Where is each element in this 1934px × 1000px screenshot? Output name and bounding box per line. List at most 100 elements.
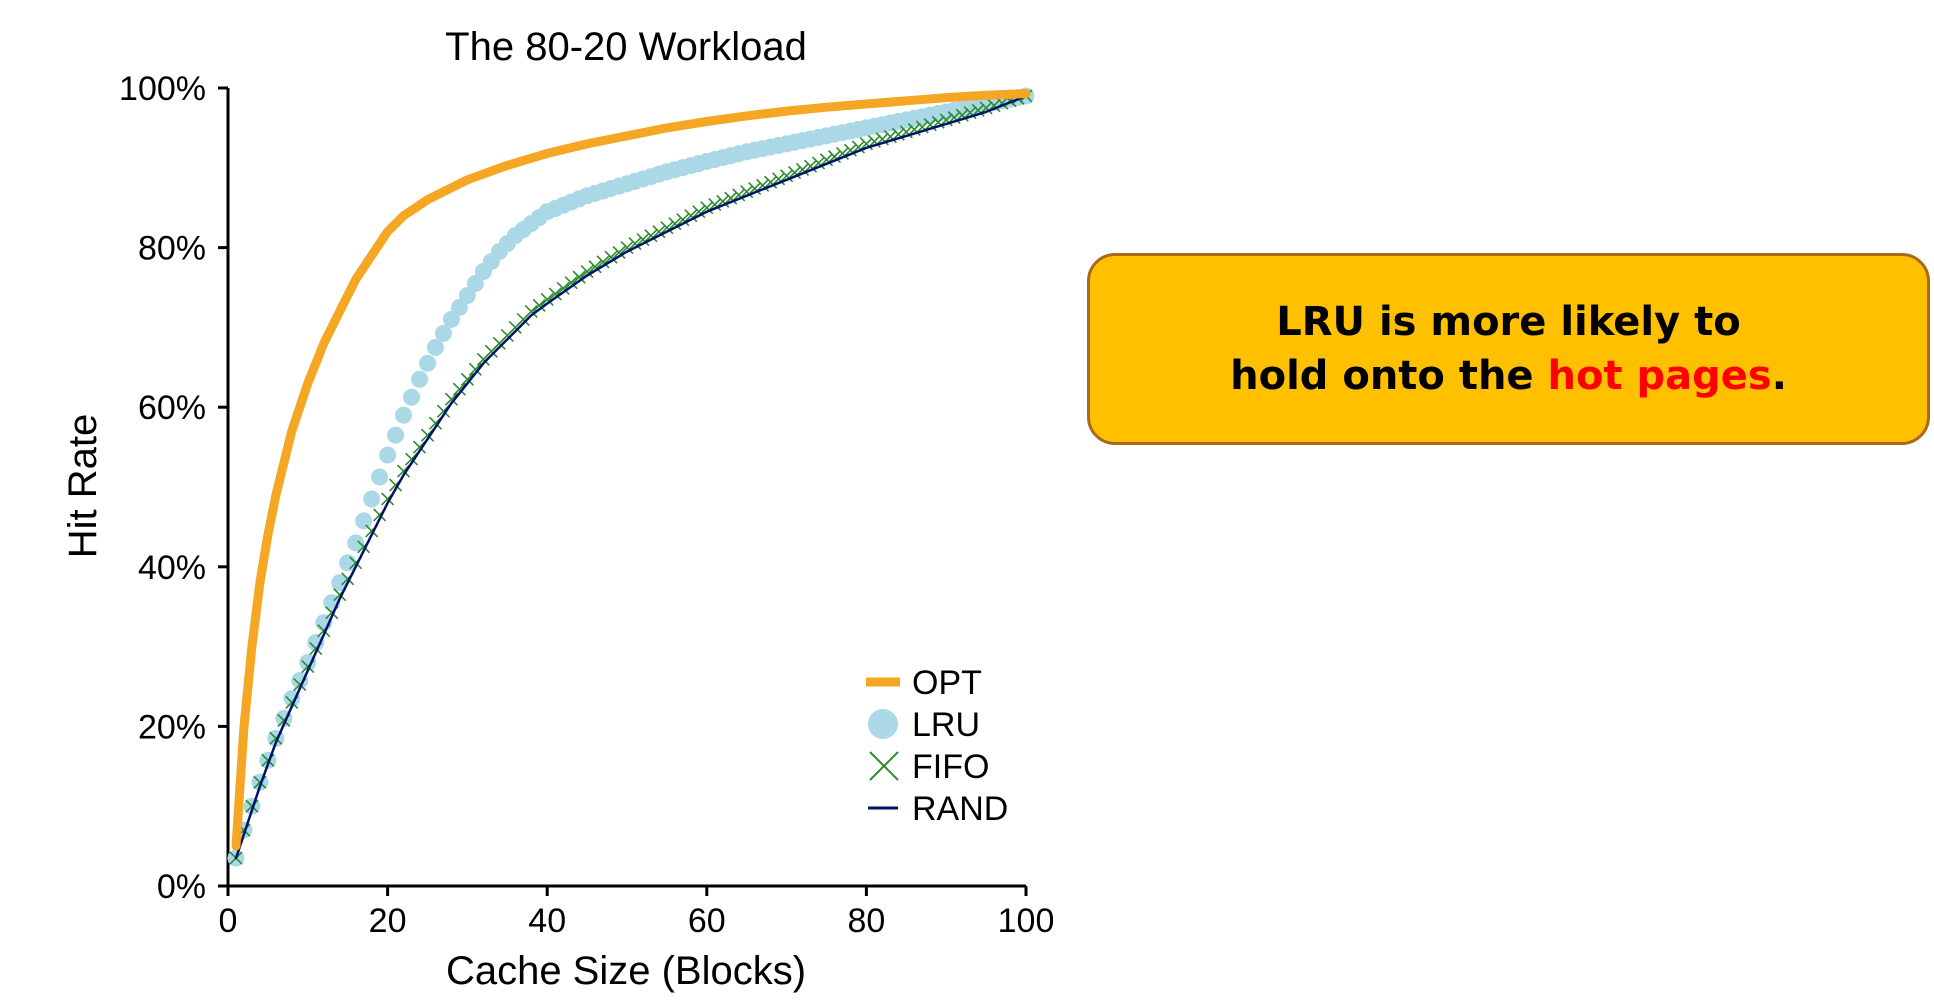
lru-point	[395, 406, 413, 424]
chart-title: The 80-20 Workload	[445, 25, 807, 69]
axes: 0% 20% 40% 60% 80% 100% 0 20 40 60 80 100	[119, 70, 1054, 940]
fifo-point	[788, 166, 802, 180]
fifo-point	[716, 194, 730, 208]
fifo-point	[572, 270, 586, 284]
series-opt	[231, 89, 1031, 851]
fifo-point	[652, 225, 666, 239]
fifo-point	[748, 181, 762, 196]
y-tick-label: 40%	[138, 549, 206, 587]
y-tick-label: 60%	[138, 389, 206, 427]
series-rand	[234, 94, 1028, 860]
legend-label: OPT	[912, 664, 982, 702]
fifo-point	[620, 241, 634, 255]
fifo-point	[556, 281, 570, 295]
callout-box: LRU is more likely to hold onto the hot …	[1087, 253, 1930, 445]
legend-label: RAND	[912, 790, 1008, 828]
legend-item-lru: LRU	[868, 706, 980, 744]
x-tick-label: 0	[219, 902, 238, 940]
legend-item-opt: OPT	[866, 664, 982, 702]
x-tick-label: 20	[369, 902, 407, 940]
fifo-point	[644, 229, 658, 243]
fifo-point	[684, 209, 698, 223]
fifo-point	[452, 382, 466, 396]
series-lru	[227, 87, 1035, 867]
lru-point	[379, 446, 397, 464]
fifo-point	[676, 213, 690, 227]
fifo-point	[692, 205, 706, 219]
x-tick-label: 60	[688, 902, 726, 940]
series-line-opt	[231, 89, 1031, 851]
legend: OPT LRU FIFO RAND	[866, 664, 1008, 828]
lru-point	[355, 512, 373, 530]
data-series	[227, 87, 1035, 867]
fifo-point	[245, 799, 259, 813]
fifo-point	[811, 156, 826, 170]
legend-swatch	[869, 751, 899, 781]
fifo-point	[540, 292, 554, 307]
y-tick-label: 0%	[157, 868, 206, 906]
lru-point	[331, 574, 349, 592]
fifo-point	[843, 143, 858, 157]
fifo-point	[532, 298, 546, 313]
fifo-point	[764, 175, 778, 189]
lru-point	[442, 310, 460, 328]
lru-point	[371, 468, 389, 486]
fifo-point	[596, 255, 610, 269]
lru-point	[434, 324, 452, 342]
fifo-point	[780, 169, 794, 183]
fifo-point	[827, 150, 842, 164]
x-tick-label: 100	[998, 902, 1055, 940]
x-tick-label: 80	[847, 902, 885, 940]
x-tick-label: 40	[528, 902, 566, 940]
callout-line-2: hold onto the hot pages.	[1230, 349, 1787, 403]
callout-line-2-suffix: .	[1771, 353, 1787, 399]
fifo-point	[588, 260, 602, 274]
lru-point	[363, 490, 381, 508]
lru-point	[450, 298, 468, 316]
fifo-point	[772, 172, 786, 186]
fifo-point	[803, 159, 818, 173]
callout-line-1: LRU is more likely to	[1276, 299, 1741, 345]
lru-point	[411, 370, 429, 388]
fifo-point	[668, 217, 682, 231]
fifo-point	[460, 372, 474, 386]
legend-item-rand: RAND	[868, 790, 1008, 828]
fifo-point	[444, 392, 459, 406]
y-tick-label: 20%	[138, 708, 206, 746]
legend-label: LRU	[912, 706, 980, 744]
fifo-point	[756, 178, 770, 192]
lru-point	[466, 275, 484, 293]
callout-highlight-text: hot pages	[1547, 353, 1772, 399]
hit-rate-chart: The 80-20 Workload Hit Rate Cache Size (…	[61, 25, 1054, 993]
fifo-point	[612, 245, 626, 259]
y-axis-label: Hit Rate	[61, 414, 105, 559]
fifo-point	[819, 153, 834, 167]
fifo-point	[636, 233, 650, 247]
lru-point	[419, 354, 436, 372]
lru-point	[458, 286, 476, 304]
fifo-point	[732, 188, 746, 202]
fifo-point	[724, 191, 738, 205]
y-tick-label: 100%	[119, 70, 206, 108]
legend-label: FIFO	[912, 748, 989, 786]
fifo-point	[700, 201, 714, 215]
callout-line-2-prefix: hold onto the	[1230, 353, 1548, 399]
fifo-point	[660, 221, 674, 235]
lru-point	[426, 338, 444, 356]
fifo-point	[795, 162, 810, 176]
fifo-point	[835, 146, 850, 161]
legend-swatch	[868, 709, 898, 739]
fifo-point	[604, 250, 618, 264]
fifo-point	[468, 362, 482, 376]
fifo-point	[564, 276, 578, 290]
x-axis-label: Cache Size (Blocks)	[446, 949, 806, 993]
fifo-point	[628, 237, 642, 251]
series-line-rand	[234, 94, 1028, 860]
lru-point	[307, 634, 325, 652]
legend-item-fifo: FIFO	[869, 748, 989, 786]
fifo-point	[580, 264, 594, 279]
fifo-point	[524, 304, 538, 319]
fifo-point	[708, 197, 722, 212]
fifo-point	[548, 287, 562, 301]
lru-point	[403, 388, 421, 406]
